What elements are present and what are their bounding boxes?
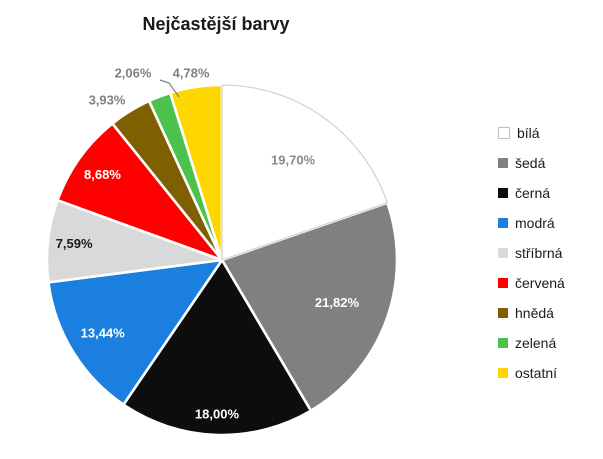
- pie-label-cerna: 18,00%: [195, 406, 240, 421]
- legend-label-seda: šedá: [515, 155, 546, 171]
- pie-label-cervena: 8,68%: [84, 167, 121, 182]
- legend-swatch-ostatni: [498, 368, 508, 378]
- legend-item-zelena: zelená: [498, 328, 565, 358]
- legend-item-hneda: hnědá: [498, 298, 565, 328]
- legend-swatch-stribrna: [498, 248, 508, 258]
- legend-swatch-cervena: [498, 278, 508, 288]
- pie-slice-cervena: [56, 122, 224, 262]
- chart-title: Nejčastější barvy: [142, 14, 290, 34]
- legend-label-cervena: červená: [515, 275, 565, 291]
- legend-label-stribrna: stříbrná: [515, 245, 563, 261]
- legend-swatch-cerna: [498, 188, 508, 198]
- pie-slice-seda: [220, 201, 399, 413]
- pie-label-ostatni: 4,78%: [173, 66, 210, 81]
- legend-label-ostatni: ostatní: [515, 365, 558, 381]
- legend-label-bila: bílá: [517, 125, 540, 141]
- pie-slice-cerna: [122, 258, 313, 437]
- pie-slice-modra: [47, 258, 224, 406]
- pie-label-hneda: 3,93%: [89, 93, 126, 108]
- label-leader-line: [159, 79, 180, 98]
- pie-label-stribrna: 7,59%: [56, 236, 93, 251]
- legend-swatch-seda: [498, 158, 508, 168]
- legend-item-cervena: červená: [498, 268, 565, 298]
- legend-label-cerna: černá: [515, 185, 551, 201]
- pie-slice-bila: [221, 84, 389, 261]
- legend-item-stribrna: stříbrná: [498, 238, 565, 268]
- chart-legend: bílá šedá černá modrá stříbrná červená hnědá ze…: [498, 118, 565, 388]
- legend-item-bila: bílá: [498, 118, 565, 148]
- legend-swatch-modra: [498, 218, 508, 228]
- legend-swatch-zelena: [498, 338, 508, 348]
- legend-item-ostatni: ostatní: [498, 358, 565, 388]
- legend-label-zelena: zelená: [515, 335, 557, 351]
- pie-label-bila: 19,70%: [271, 153, 316, 168]
- legend-item-seda: šedá: [498, 148, 565, 178]
- legend-label-hneda: hnědá: [515, 305, 554, 321]
- pie-label-modra: 13,44%: [81, 326, 126, 341]
- legend-item-modra: modrá: [498, 208, 565, 238]
- legend-item-cerna: černá: [498, 178, 565, 208]
- pie-label-seda: 21,82%: [315, 295, 360, 310]
- legend-swatch-bila: [498, 127, 510, 139]
- pie-label-zelena: 2,06%: [115, 66, 152, 81]
- legend-label-modra: modrá: [515, 215, 555, 231]
- legend-swatch-hneda: [498, 308, 508, 318]
